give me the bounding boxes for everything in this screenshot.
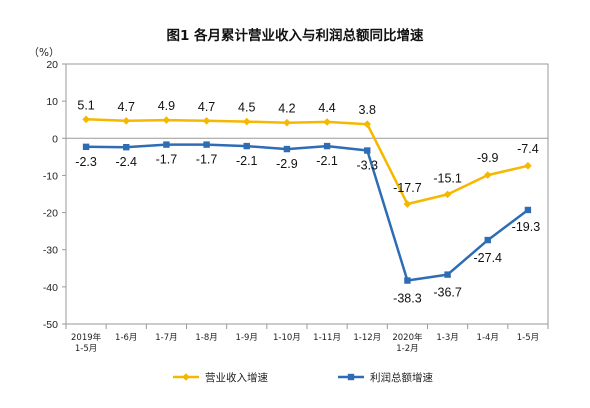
x-tick-label-line: 1-5月	[517, 333, 539, 343]
data-labels: 5.1 4.7 4.9 4.7 4.5 4.2 4.4 3.8 -17.7 -15.1 -9.9 -7…	[75, 98, 540, 305]
x-tick-label: 1-8月	[195, 333, 217, 343]
x-tick-label-line: 2019年	[71, 332, 102, 343]
y-tick-label: -30	[43, 245, 58, 257]
x-tick-label: 1-5月	[517, 333, 539, 343]
x-tick-label-line: 1-12月	[353, 333, 381, 343]
series-point	[203, 141, 210, 148]
data-label: -19.3	[512, 220, 541, 234]
series-line	[86, 143, 529, 282]
series-point	[243, 142, 250, 150]
data-label: -17.7	[393, 181, 422, 195]
series-point	[283, 118, 291, 127]
x-tick-label: 1-7月	[155, 333, 177, 343]
data-label: -36.7	[433, 286, 462, 300]
chart-title: 图1 各月累计营业收入与利润总额同比增速	[166, 27, 424, 44]
series-point	[364, 147, 371, 154]
y-tick-label: 0	[52, 133, 58, 145]
data-label: -1.7	[196, 153, 218, 167]
series-point	[123, 144, 130, 151]
data-label: -1.7	[156, 153, 178, 167]
legend-marker	[347, 373, 355, 381]
series-point	[202, 117, 211, 125]
data-label: 4.7	[118, 100, 135, 114]
series-point	[484, 236, 491, 244]
y-tick-label: -40	[43, 282, 58, 294]
data-label: 4.5	[238, 101, 255, 115]
data-label: -2.4	[115, 155, 137, 169]
series-point	[444, 271, 451, 278]
data-label: 4.9	[158, 99, 175, 113]
y-axis-unit: （%）	[29, 47, 60, 59]
x-tick-label: 2019年 1-5月	[71, 332, 102, 354]
x-tick-label: 1-6月	[115, 333, 137, 343]
data-label: -9.9	[477, 151, 499, 165]
data-label: -3.3	[356, 159, 378, 173]
data-label: -2.1	[316, 154, 338, 168]
x-tick-label-line: 1-7月	[155, 333, 177, 343]
x-tick-label: 1-10月	[273, 333, 301, 343]
series-point	[163, 141, 170, 148]
series-point	[443, 190, 452, 199]
x-tick-label: 1-3月	[436, 333, 458, 343]
data-label: -2.9	[276, 157, 298, 171]
series-point	[122, 117, 131, 125]
data-label: 4.2	[278, 102, 295, 116]
x-tick-label: 2020年 1-2月	[392, 332, 423, 354]
legend-marker	[182, 373, 190, 381]
legend: 营业收入增速 利润总额增速	[173, 371, 433, 384]
series-point	[82, 143, 90, 151]
data-label: 5.1	[77, 98, 94, 112]
data-label: -38.3	[393, 292, 422, 306]
series-line	[86, 118, 529, 206]
data-label: 3.8	[359, 103, 376, 117]
series-point	[363, 120, 372, 128]
series-point	[82, 115, 90, 124]
series-point	[283, 145, 291, 153]
y-tick-label: 20	[46, 59, 58, 71]
y-tick-label: 10	[46, 96, 58, 108]
legend-label: 营业收入增速	[205, 371, 268, 384]
x-tick-label-line: 1-6月	[115, 333, 137, 343]
series-point	[323, 142, 331, 150]
x-tick-label-line: 2020年	[392, 332, 423, 343]
x-tick-label: 1-11月	[313, 333, 341, 343]
x-tick-label-line: 1-3月	[436, 333, 458, 343]
x-tick-label-line: 1-5月	[75, 344, 97, 354]
series-point	[162, 116, 171, 124]
series-point	[524, 206, 532, 214]
data-label: -2.3	[75, 155, 97, 169]
plot-frame	[65, 63, 549, 325]
x-tick-label: 1-4月	[477, 333, 499, 343]
data-label: -2.1	[236, 154, 258, 168]
x-tick-label-line: 1-10月	[273, 333, 301, 343]
data-label: -7.4	[517, 142, 539, 156]
y-tick-label: -10	[43, 170, 58, 182]
x-tick-label-line: 1-2月	[396, 344, 418, 354]
data-label: -15.1	[433, 171, 462, 185]
series-point	[403, 200, 412, 208]
x-tick-label-line: 1-8月	[195, 333, 217, 343]
data-label: 4.4	[318, 101, 335, 115]
data-label: -27.4	[474, 251, 503, 265]
series-point	[524, 161, 532, 170]
series-point	[242, 117, 251, 126]
series-point	[483, 171, 492, 179]
x-tick-label-line: 1-9月	[236, 333, 258, 343]
x-tick-label-line: 1-11月	[313, 333, 341, 343]
series-layer	[82, 115, 532, 284]
y-tick-label: -20	[43, 208, 58, 220]
y-tick-label: -50	[43, 319, 58, 331]
data-label: 4.7	[198, 100, 215, 114]
legend-label: 利润总额增速	[370, 371, 433, 384]
x-tick-label: 1-12月	[353, 333, 381, 343]
series-point	[323, 118, 331, 126]
x-tick-label-line: 1-4月	[477, 333, 499, 343]
x-tick-label: 1-9月	[236, 333, 258, 343]
series-point	[404, 277, 411, 284]
